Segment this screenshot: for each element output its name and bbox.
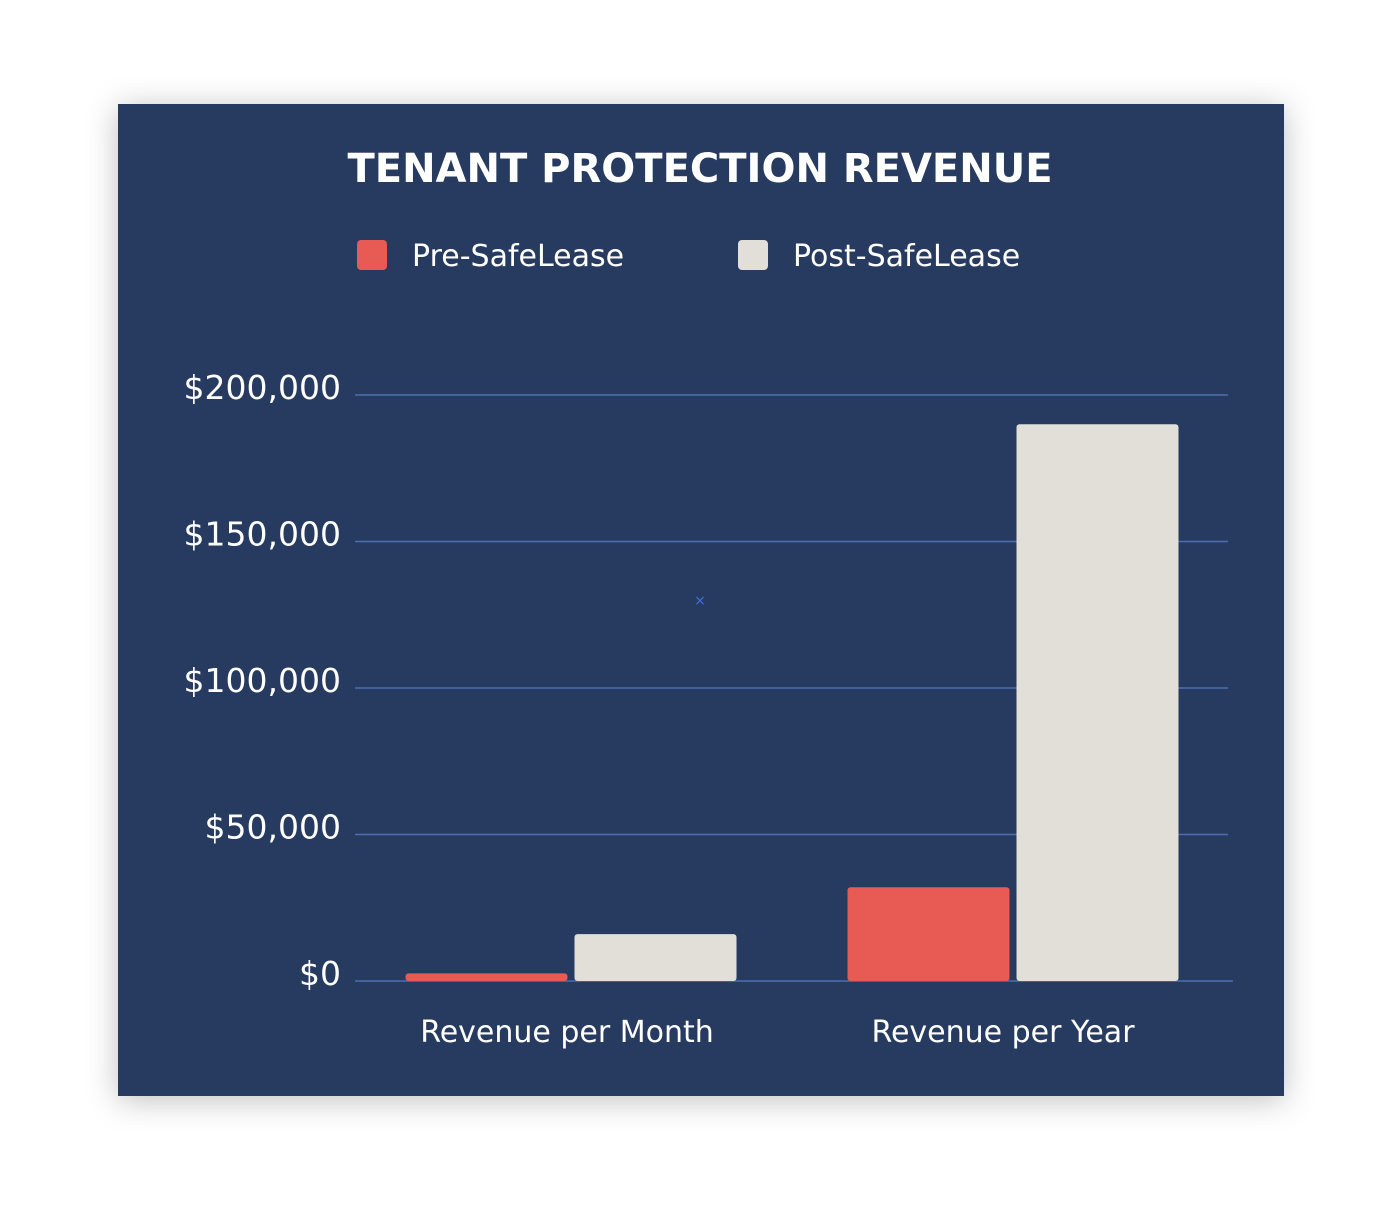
legend-label-pre: Pre-SafeLease (412, 239, 624, 274)
y-tick-label: $150,000 (184, 515, 341, 554)
bar-post-0 (574, 934, 737, 981)
y-tick-label: $100,000 (184, 661, 341, 700)
y-tick-label: $0 (299, 954, 341, 993)
y-axis-tick-labels: $0 $50,000 $100,000 $150,000 $200,000 (184, 368, 341, 993)
x-category-label: Revenue per Year (871, 1015, 1135, 1050)
legend-swatch-pre (357, 240, 387, 270)
close-icon: × (694, 593, 706, 609)
bars (405, 424, 1179, 981)
y-tick-label: $50,000 (205, 808, 341, 847)
chart-title: TENANT PROTECTION REVENUE (347, 146, 1052, 192)
y-tick-label: $200,000 (184, 368, 341, 407)
x-category-label: Revenue per Month (420, 1015, 714, 1050)
legend-swatch-post (738, 240, 768, 270)
bar-pre-1 (847, 887, 1010, 981)
bar-pre-0 (405, 973, 568, 981)
bar-post-1 (1016, 424, 1179, 981)
x-axis-category-labels: Revenue per Month Revenue per Year (420, 1015, 1135, 1050)
legend-label-post: Post-SafeLease (793, 239, 1020, 274)
legend: Pre-SafeLease Post-SafeLease (357, 239, 1020, 274)
